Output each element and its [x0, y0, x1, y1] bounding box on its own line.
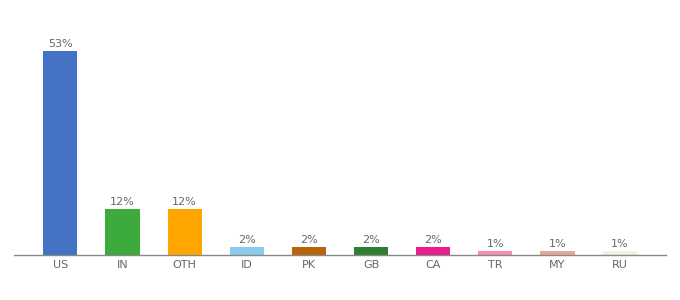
Bar	[167, 209, 202, 255]
Text: 2%: 2%	[238, 236, 256, 245]
Text: 53%: 53%	[48, 39, 73, 49]
Text: 12%: 12%	[110, 197, 135, 207]
Bar	[541, 251, 575, 255]
Bar	[354, 247, 388, 255]
Bar	[602, 251, 636, 255]
Text: 12%: 12%	[172, 197, 197, 207]
Bar	[105, 209, 139, 255]
Text: 2%: 2%	[300, 236, 318, 245]
Bar	[416, 247, 450, 255]
Text: 2%: 2%	[362, 236, 380, 245]
Bar	[292, 247, 326, 255]
Text: 1%: 1%	[611, 239, 628, 249]
Bar	[44, 51, 78, 255]
Text: 1%: 1%	[549, 239, 566, 249]
Text: 2%: 2%	[424, 236, 442, 245]
Text: 1%: 1%	[487, 239, 504, 249]
Bar	[230, 247, 264, 255]
Bar	[478, 251, 513, 255]
